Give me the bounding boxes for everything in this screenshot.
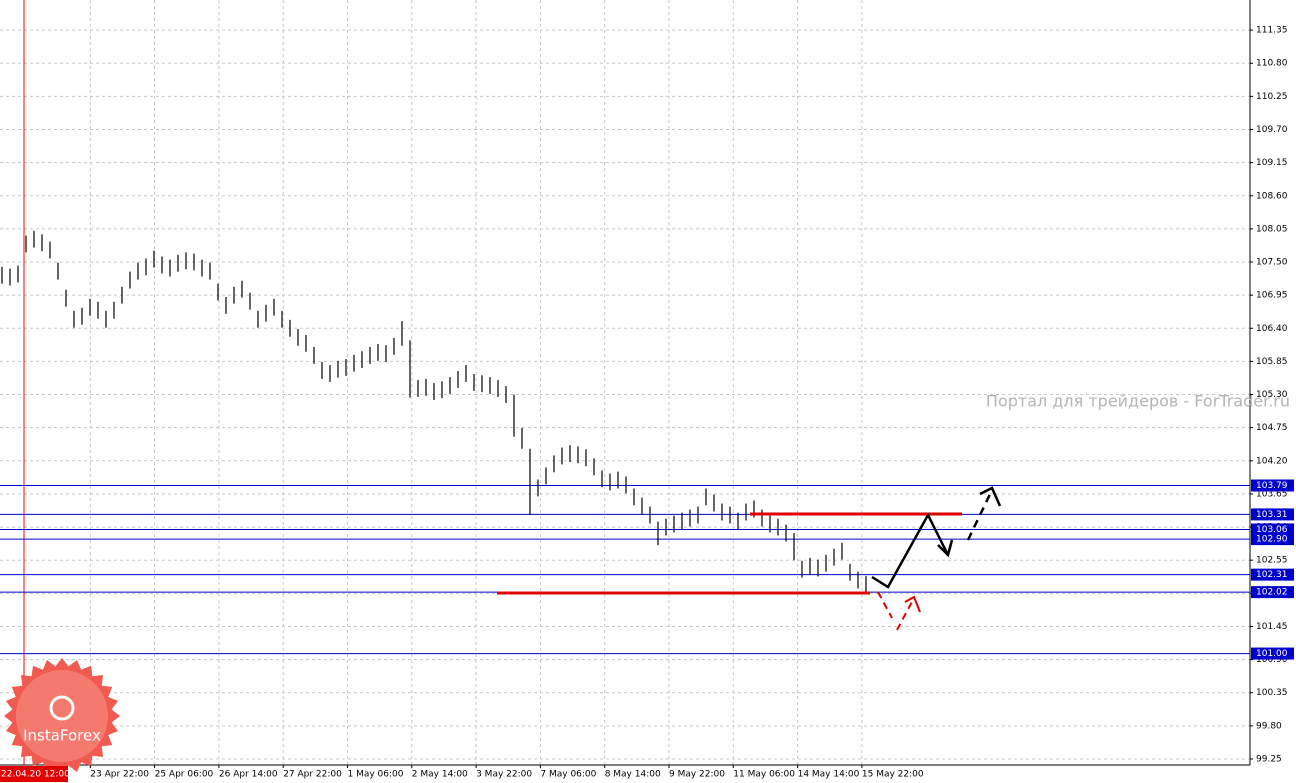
arrow-head: [904, 595, 921, 613]
level-label-box: [1251, 586, 1294, 599]
y-tick-label: 105.85: [1256, 357, 1288, 367]
level-label-box: [1251, 523, 1294, 536]
y-tick-label: 106.95: [1256, 291, 1288, 301]
x-tick-label: 2 May 14:00: [412, 770, 468, 780]
x-tick-label: 9 May 22:00: [669, 770, 725, 780]
level-label-box: [1251, 647, 1294, 660]
y-tick-label: 105.30: [1256, 390, 1288, 400]
logo-circle: [16, 670, 108, 762]
x-tick-label: 1 May 06:00: [348, 770, 404, 780]
level-label-box: [1251, 508, 1294, 521]
level-label: 102.31: [1256, 570, 1288, 580]
alt-path: [896, 597, 915, 631]
bars: [1, 230, 867, 593]
levels: [0, 485, 1250, 655]
y-tick-label: 101.45: [1256, 622, 1288, 632]
watermark: Портал для трейдеров - ForTrader.ru: [986, 392, 1290, 411]
arrow-head: [937, 539, 954, 558]
x-tick-label: 26 Apr 14:00: [219, 770, 278, 780]
logo: InstaForex: [4, 658, 120, 774]
forecast-dashed: [966, 489, 994, 541]
y-tick-label: 111.35: [1256, 26, 1288, 36]
y-tick-label: 109.15: [1256, 158, 1288, 168]
y-tick-label: 102.55: [1256, 556, 1288, 566]
x-tick-label: 14 May 14:00: [798, 770, 860, 780]
alt-path: [877, 591, 893, 619]
y-tick-label: 99.80: [1256, 721, 1282, 731]
level-label: 102.02: [1256, 588, 1288, 598]
x-tick-label: 25 Apr 06:00: [155, 770, 214, 780]
x-tick-label: 11 May 06:00: [733, 770, 795, 780]
y-tick-label: 100.35: [1256, 688, 1288, 698]
y-tick-label: 103.65: [1256, 489, 1288, 499]
y-tick-label: 109.70: [1256, 125, 1288, 135]
cursor-time-box: [0, 766, 68, 782]
arrow-head: [979, 486, 1002, 507]
y-tick-label: 99.25: [1256, 754, 1282, 764]
axis-labels: 111.35 110.80 110.25 109.70 109.15 108.60 108.…: [0, 26, 1294, 782]
x-tick-label: 8 May 14:00: [605, 770, 661, 780]
y-tick-label: 110.80: [1256, 59, 1288, 69]
level-label: 101.00: [1256, 649, 1288, 659]
y-tick-label: 108.05: [1256, 224, 1288, 234]
level-label-box: [1251, 479, 1294, 492]
x-tick-label: 15 May 22:00: [862, 770, 924, 780]
y-tick-label: 104.75: [1256, 423, 1288, 433]
logo-text: InstaForex: [23, 727, 101, 745]
y-tick-label: 100.90: [1256, 655, 1288, 665]
y-tick-label: 110.25: [1256, 92, 1288, 102]
level-label-box: [1251, 568, 1294, 581]
level-label: 103.79: [1256, 481, 1288, 491]
level-label-box: [1251, 533, 1294, 546]
forecast-path: [871, 512, 950, 589]
x-tick-label: 7 May 06:00: [540, 770, 596, 780]
x-tick-label: 27 Apr 22:00: [283, 770, 342, 780]
x-tick-label: 23 Apr 22:00: [90, 770, 149, 780]
x-tick-label: 22.04.20 12:00: [1, 770, 70, 780]
logo-icon: [49, 695, 75, 721]
level-label: 103.06: [1256, 525, 1288, 535]
x-tick-label: 3 May 22:00: [476, 770, 532, 780]
y-tick-label: 107.50: [1256, 258, 1288, 268]
y-tick-label: 106.40: [1256, 324, 1288, 334]
grid: [0, 0, 1250, 765]
y-tick-label: 104.20: [1256, 456, 1288, 466]
level-label: 102.90: [1256, 535, 1288, 545]
y-tick-label: 108.60: [1256, 191, 1288, 201]
level-label: 103.31: [1256, 510, 1288, 520]
